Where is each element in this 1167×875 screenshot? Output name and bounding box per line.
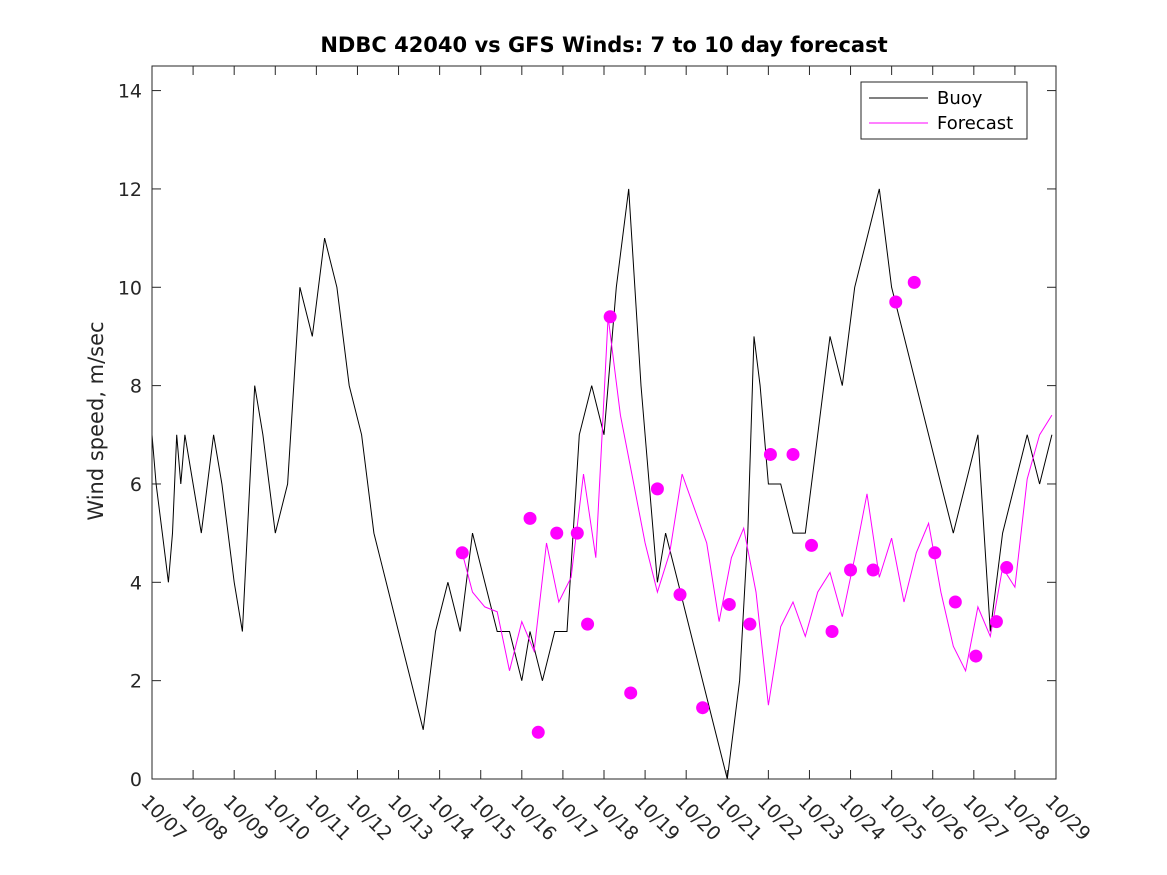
forecast-point: [805, 538, 819, 552]
plot-area: [152, 66, 1056, 779]
forecast-point: [907, 275, 921, 289]
forecast-point: [650, 482, 664, 496]
y-tick-label: 10: [118, 277, 142, 299]
plot-frame: [151, 65, 1057, 780]
forecast-point: [1000, 561, 1014, 575]
forecast-point: [455, 546, 469, 560]
legend-forecast-label: Forecast: [937, 113, 1013, 134]
forecast-point: [581, 617, 595, 631]
y-axis-label: Wind speed, m/sec: [84, 321, 108, 520]
forecast-point: [928, 546, 942, 560]
forecast-series-line: [461, 316, 1053, 706]
y-axis: 0 2 4 6 8 10 12 14: [118, 81, 1056, 791]
forecast-point: [763, 447, 777, 461]
forecast-points: [455, 275, 1014, 739]
forecast-point: [603, 310, 617, 324]
forecast-point: [844, 563, 858, 577]
y-tick-label: 0: [130, 769, 142, 791]
forecast-point: [989, 615, 1003, 629]
forecast-point: [743, 617, 757, 631]
forecast-point: [531, 725, 545, 739]
y-tick-label: 14: [118, 81, 142, 103]
forecast-point: [969, 649, 983, 663]
chart-title: NDBC 42040 vs GFS Winds: 7 to 10 day for…: [320, 33, 887, 57]
forecast-point: [696, 701, 710, 715]
y-tick-label: 8: [130, 376, 142, 398]
forecast-point: [570, 526, 584, 540]
legend-buoy-label: Buoy: [937, 88, 983, 109]
forecast-point: [722, 597, 736, 611]
y-tick-label: 4: [130, 572, 142, 594]
legend-box: [860, 81, 1028, 140]
forecast-point: [948, 595, 962, 609]
forecast-point: [825, 624, 839, 638]
series-layer: [151, 188, 1053, 780]
buoy-series-line: [151, 188, 1053, 780]
forecast-point: [673, 588, 687, 602]
legend: Buoy Forecast: [860, 81, 1028, 140]
forecast-point: [624, 686, 638, 700]
forecast-point: [523, 511, 537, 525]
y-tick-label: 6: [130, 474, 142, 496]
forecast-point: [866, 563, 880, 577]
forecast-point: [889, 295, 903, 309]
forecast-point: [786, 447, 800, 461]
y-tick-label: 2: [130, 671, 142, 693]
forecast-point: [550, 526, 564, 540]
y-tick-label: 12: [118, 179, 142, 201]
